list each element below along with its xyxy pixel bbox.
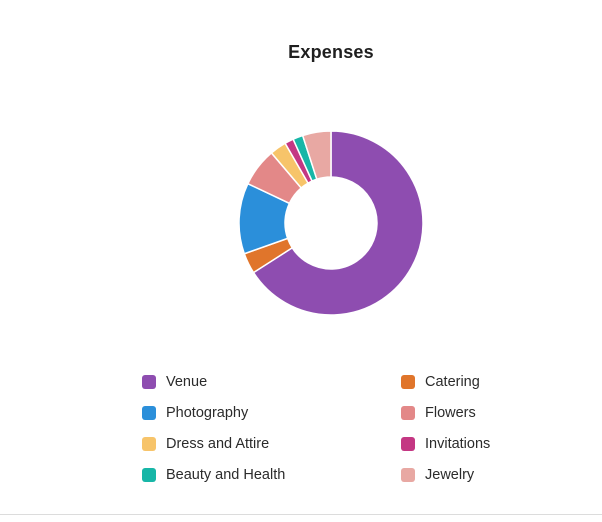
legend-label-catering: Catering (425, 374, 480, 390)
chart-title: Expenses (288, 42, 374, 62)
legend-label-photography: Photography (166, 405, 249, 421)
legend-swatch-venue (142, 375, 156, 389)
legend-swatch-jewelry (401, 468, 415, 482)
legend-item-flowers[interactable]: Flowers (401, 403, 476, 423)
legend-item-photography[interactable]: Photography (142, 403, 248, 423)
legend-label-jewelry: Jewelry (425, 467, 475, 483)
slice-venue[interactable] (252, 130, 424, 316)
legend-swatch-catering (401, 375, 415, 389)
legend-label-flowers: Flowers (425, 405, 476, 421)
legend-label-invitations: Invitations (425, 436, 491, 452)
legend-item-catering[interactable]: Catering (401, 372, 480, 392)
legend-label-venue: Venue (166, 374, 208, 390)
legend-item-dress-and-attire[interactable]: Dress and Attire (142, 434, 269, 454)
legend-item-venue[interactable]: Venue (142, 372, 207, 392)
legend-item-beauty-and-health[interactable]: Beauty and Health (142, 465, 285, 485)
slice-jewelry[interactable] (301, 130, 332, 181)
legend-swatch-photography (142, 406, 156, 420)
legend-item-jewelry[interactable]: Jewelry (401, 465, 474, 485)
legend-swatch-invitations (401, 437, 415, 451)
divider (0, 514, 602, 515)
legend-swatch-flowers (401, 406, 415, 420)
legend-item-invitations[interactable]: Invitations (401, 434, 490, 454)
legend-swatch-beauty-and-health (142, 468, 156, 482)
legend-swatch-dress-and-attire (142, 437, 156, 451)
legend-label-dress-and-attire: Dress and Attire (166, 436, 270, 452)
legend-label-beauty-and-health: Beauty and Health (166, 467, 286, 483)
